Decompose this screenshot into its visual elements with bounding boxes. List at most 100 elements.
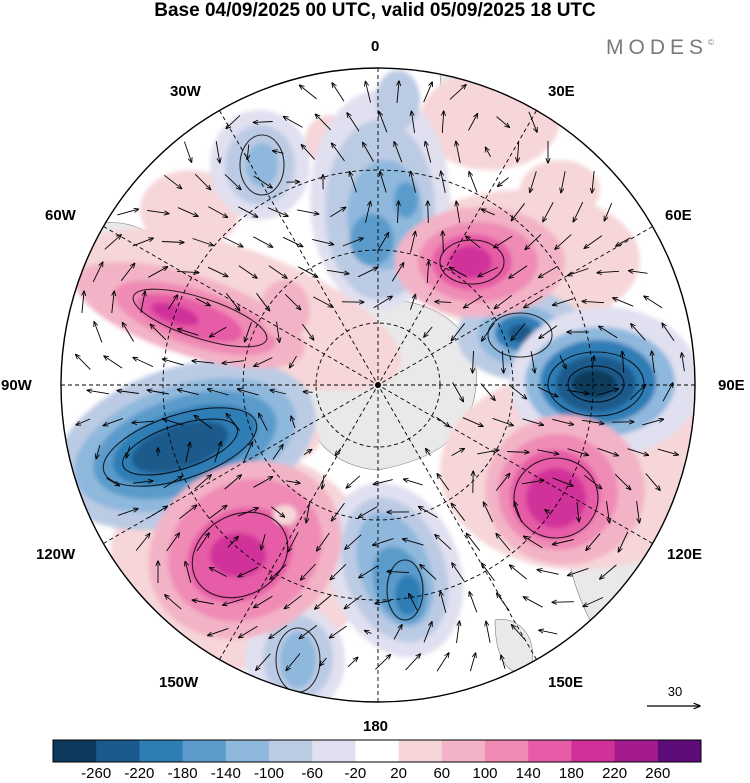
wind-vector — [117, 391, 139, 394]
wind-vector — [451, 448, 465, 456]
wind-vector — [322, 475, 324, 489]
wind-vector — [225, 293, 239, 310]
wind-vector — [332, 143, 345, 162]
wind-vector — [423, 622, 432, 643]
wind-vector — [291, 416, 296, 429]
wind-vector — [552, 602, 575, 603]
wind-vector — [283, 117, 303, 128]
wind-vector — [373, 479, 393, 485]
wind-vector — [261, 534, 266, 549]
wind-vector — [394, 142, 403, 163]
wind-vector — [282, 236, 303, 246]
colorbar-cell — [269, 740, 313, 762]
wind-vector — [94, 322, 103, 343]
wind-vector — [364, 631, 372, 634]
wind-vector — [662, 323, 675, 342]
wind-vector — [456, 141, 461, 163]
wind-vector — [586, 533, 601, 551]
colorbar-tick-label: -220 — [124, 765, 155, 782]
lon-label-90e: 90E — [718, 377, 745, 394]
wind-vector — [148, 506, 168, 519]
wind-vector — [192, 238, 214, 246]
contour-lines — [102, 134, 645, 693]
wind-vector — [525, 234, 542, 249]
wind-vector — [419, 507, 438, 518]
wind-vector — [286, 653, 301, 671]
wind-vector — [103, 417, 123, 425]
wind-vector — [161, 242, 184, 243]
wind-vector — [254, 357, 273, 367]
wind-vector — [456, 621, 460, 643]
wind-vector — [222, 361, 244, 364]
wind-vector — [481, 209, 495, 216]
wind-vector — [629, 271, 648, 274]
wind-vector — [210, 326, 227, 337]
colorbar-tick-label: 140 — [515, 765, 541, 782]
wind-vector — [636, 501, 640, 523]
wind-vector — [117, 209, 138, 216]
colorbar-tick-label: -100 — [253, 765, 285, 782]
wind-vector — [335, 448, 342, 455]
wind-vector — [506, 452, 529, 453]
wind-vector — [524, 295, 543, 308]
wind-vector — [185, 561, 192, 583]
wind-vector — [582, 419, 604, 423]
wind-vector — [290, 355, 297, 368]
wind-vector — [393, 625, 402, 640]
wind-vector — [147, 390, 169, 395]
wind-vector — [452, 563, 465, 582]
wind-vector — [375, 600, 392, 604]
wind-vector — [539, 630, 558, 635]
colorbar-tick-label: 260 — [645, 765, 671, 782]
wind-vector — [132, 421, 155, 423]
wind-vector — [425, 141, 432, 163]
wind-vector — [135, 533, 150, 551]
wind-vector — [185, 442, 190, 462]
wind-vector — [245, 322, 252, 342]
wind-vector — [347, 113, 360, 132]
wind-vector — [346, 475, 361, 488]
wind-vector — [270, 564, 287, 580]
wind-vector — [330, 207, 345, 218]
wind-vector — [468, 114, 478, 131]
wind-vector — [237, 508, 258, 517]
lon-label-120w: 120W — [36, 546, 76, 563]
wind-vector — [270, 390, 287, 395]
wind-vector — [492, 417, 514, 425]
wind-vector — [345, 534, 362, 550]
wind-vector — [599, 326, 618, 339]
wind-vector — [423, 82, 433, 103]
wind-vector — [405, 654, 421, 671]
wind-vector — [437, 474, 450, 491]
wind-vector — [618, 531, 629, 552]
wind-vector — [473, 350, 474, 373]
wind-vector — [427, 261, 428, 284]
wind-vector — [592, 356, 594, 369]
wind-vector — [616, 237, 631, 246]
wind-vector — [147, 209, 169, 213]
wind-vector — [196, 533, 209, 552]
wind-vector — [76, 418, 91, 425]
wind-vector — [210, 568, 227, 577]
colorbar-cell — [571, 740, 616, 762]
colorbar-tick-label: 60 — [433, 765, 451, 782]
colorbar-tick-label: 180 — [558, 765, 584, 782]
wind-vector — [330, 563, 347, 579]
wind-vector — [350, 172, 357, 193]
wind-vector — [539, 266, 558, 277]
wind-vector — [284, 293, 301, 309]
wind-vector — [409, 594, 418, 611]
wind-vector — [177, 389, 199, 396]
wind-vector — [192, 600, 214, 605]
wind-vector — [497, 593, 510, 612]
wind-vector — [524, 536, 543, 549]
wind-vector — [208, 505, 227, 519]
wind-vector — [253, 236, 272, 247]
wind-vector — [96, 445, 101, 459]
wind-vector — [442, 111, 443, 134]
wind-vector — [528, 111, 537, 132]
wind-vector — [226, 413, 241, 431]
wind-vectors — [76, 81, 685, 671]
wind-vector — [398, 201, 399, 224]
wind-vector — [317, 532, 330, 551]
